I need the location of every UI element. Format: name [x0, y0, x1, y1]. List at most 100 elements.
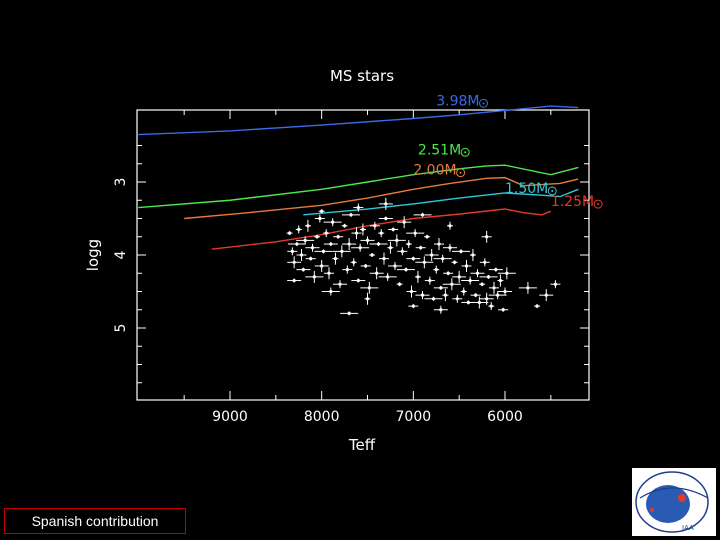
star-point	[415, 245, 426, 250]
star-point	[296, 236, 315, 245]
star-point	[442, 278, 461, 291]
spanish-contribution-box: Spanish contribution	[4, 508, 186, 534]
star-point	[388, 227, 399, 232]
star-point	[287, 242, 306, 247]
star-point	[324, 267, 334, 280]
star-point	[323, 218, 342, 227]
star-point	[479, 274, 498, 279]
star-point	[305, 243, 320, 252]
track-2-00M-line	[184, 176, 579, 220]
star-point	[287, 256, 302, 269]
star-point	[442, 289, 449, 302]
star-point	[488, 267, 503, 272]
star-point	[534, 304, 541, 309]
star-point	[296, 249, 307, 261]
star-point	[287, 247, 298, 256]
sun-symbol-icon	[547, 186, 557, 196]
star-point	[321, 287, 340, 296]
sun-symbol-icon	[456, 168, 466, 178]
star-point	[451, 260, 458, 265]
star-point	[424, 249, 439, 261]
star-point	[369, 221, 380, 230]
star-point	[314, 234, 321, 239]
star-point	[406, 285, 417, 298]
track-3-98M-line	[138, 105, 579, 136]
star-point	[387, 241, 394, 254]
star-point	[369, 267, 384, 280]
star-point	[498, 287, 512, 296]
sun-symbol-dot	[482, 102, 485, 105]
star-point	[470, 269, 485, 278]
star-point	[353, 203, 364, 212]
y-tick-label: 3	[113, 178, 129, 187]
star-point	[424, 234, 431, 239]
star-point	[379, 252, 389, 265]
plot-frame	[136, 109, 590, 401]
iaa-logo: IAA	[632, 468, 716, 536]
star-point	[539, 289, 554, 302]
x-axis-label: Teff	[348, 436, 376, 454]
star-point	[498, 307, 509, 312]
star-point	[341, 223, 348, 228]
star-point	[488, 291, 507, 300]
star-point	[342, 238, 357, 251]
x-tick-label: 7000	[396, 409, 432, 425]
star-point	[295, 225, 302, 234]
star-point	[550, 280, 561, 289]
star-point	[286, 231, 293, 236]
star-point	[488, 302, 495, 311]
star-point	[333, 234, 344, 239]
star-point	[470, 296, 489, 309]
star-point	[387, 234, 406, 247]
star-point	[351, 243, 370, 252]
star-points	[286, 197, 561, 316]
star-point	[369, 242, 388, 247]
sun-symbol-icon	[479, 98, 489, 108]
star-point	[469, 249, 476, 261]
sun-symbol-dot	[597, 203, 600, 206]
star-point	[323, 242, 338, 247]
star-point	[470, 293, 481, 298]
star-point	[461, 276, 480, 285]
star-point	[378, 197, 393, 210]
star-point	[378, 216, 393, 221]
star-point	[342, 212, 360, 217]
star-point	[342, 265, 353, 274]
star-point	[489, 281, 499, 294]
star-point	[452, 270, 467, 283]
star-point	[378, 229, 385, 238]
star-point	[406, 256, 421, 261]
star-point	[296, 267, 311, 272]
star-point	[452, 249, 470, 254]
x-tick-label: 8000	[304, 409, 340, 425]
star-point	[350, 258, 357, 267]
star-point	[433, 305, 448, 314]
star-point	[333, 280, 347, 289]
star-point	[397, 216, 412, 229]
star-point	[414, 270, 421, 283]
track-label: 3.98M	[436, 93, 479, 109]
y-tick-label: 5	[113, 324, 129, 333]
star-point	[408, 304, 419, 309]
star-point	[433, 285, 448, 290]
star-point	[364, 292, 371, 305]
star-point	[405, 240, 412, 249]
star-point	[305, 256, 316, 261]
star-point	[443, 271, 454, 276]
iaa-seal-icon: IAA	[635, 471, 709, 533]
star-point	[396, 282, 403, 287]
track-2-51M-line	[138, 164, 579, 209]
y-tick-label: 4	[113, 250, 129, 259]
sun-symbol-dot	[459, 171, 462, 174]
track-label: 2.51M	[418, 142, 461, 158]
star-point	[318, 209, 325, 214]
star-point	[452, 294, 463, 303]
star-point	[314, 214, 325, 223]
star-point	[304, 219, 311, 232]
star-point	[479, 292, 494, 305]
star-point	[497, 274, 504, 287]
track-label: 1.25M	[551, 194, 594, 210]
star-point	[433, 254, 452, 263]
star-point	[323, 229, 330, 238]
